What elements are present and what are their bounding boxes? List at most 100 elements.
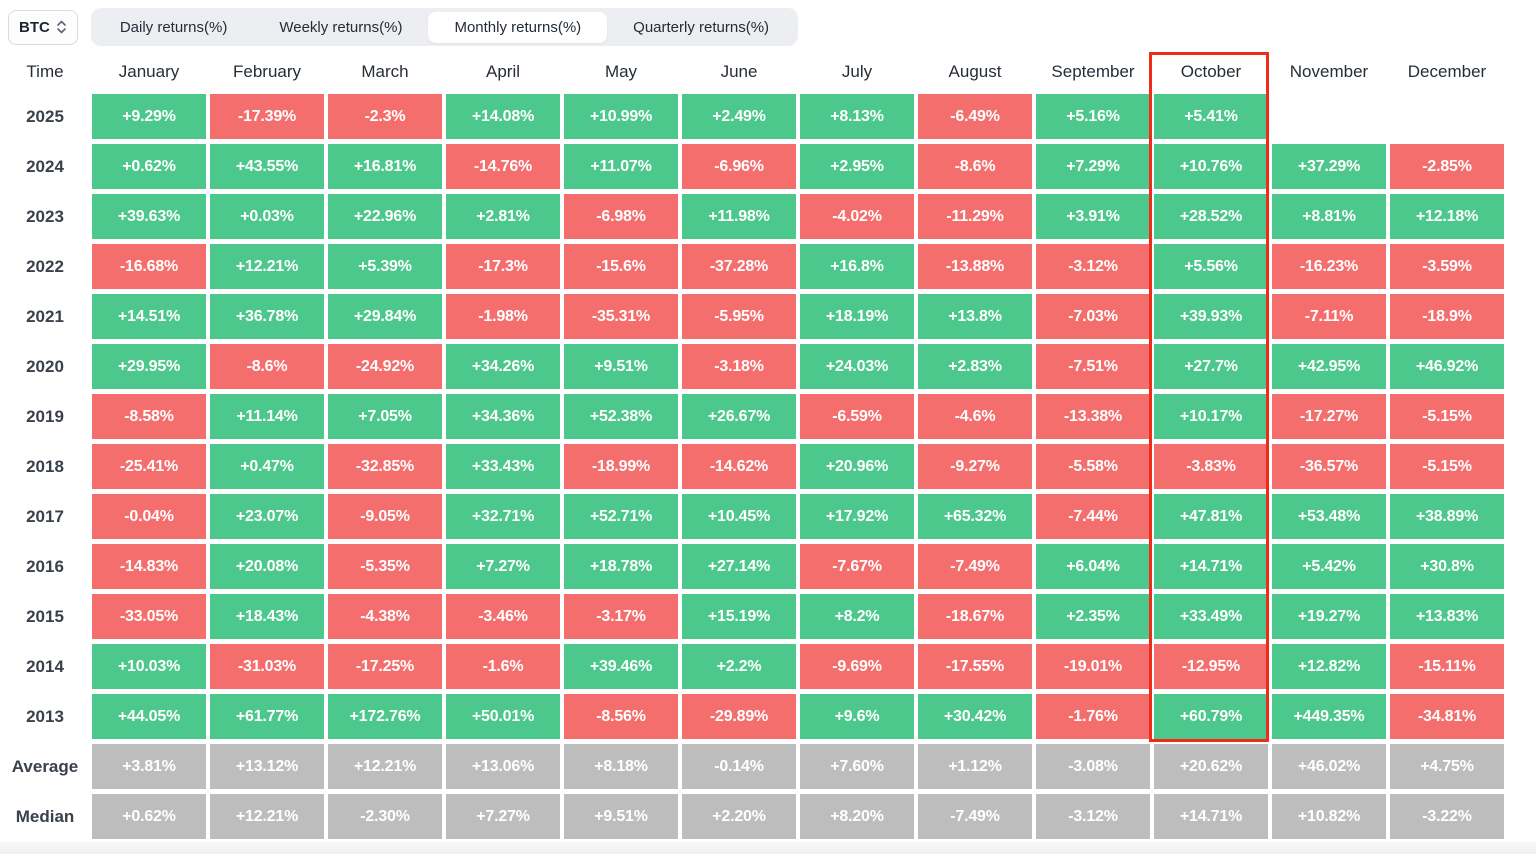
return-cell: +20.08% [210,544,324,589]
row-label: Median [15,806,75,826]
row-label: 2025 [26,106,64,126]
return-cell: -5.15% [1390,394,1504,439]
horizontal-scrollbar[interactable] [0,842,1536,854]
return-cell: +18.78% [564,544,678,589]
return-cell: -3.46% [446,594,560,639]
return-cell: +10.03% [92,644,206,689]
row-label: 2019 [26,406,64,426]
return-cell: +34.26% [446,344,560,389]
return-cell: +7.27% [446,794,560,839]
return-cell: +13.12% [210,744,324,789]
returns-table: Time January February March April May June July… [0,52,1536,839]
return-cell: +61.77% [210,694,324,739]
return-cell: -15.6% [564,244,678,289]
return-cell: +20.96% [800,444,914,489]
symbol-select[interactable]: BTC [8,9,78,45]
return-cell: +2.20% [682,794,796,839]
return-cell: +5.16% [1036,94,1150,139]
return-cell: -13.38% [1036,394,1150,439]
return-cell: +8.13% [800,94,914,139]
return-cell: +9.6% [800,694,914,739]
tab-quarterly[interactable]: Quarterly returns(%) [633,18,770,36]
return-cell: +0.62% [92,794,206,839]
tab-daily[interactable]: Daily returns(%) [119,18,228,36]
month-header-august: August [948,62,1002,81]
return-cell: +18.19% [800,294,914,339]
return-cell: +449.35% [1272,694,1386,739]
return-cell: -9.05% [328,494,442,539]
return-cell: -31.03% [210,644,324,689]
return-cell: +11.07% [564,144,678,189]
return-cell: +0.03% [210,194,324,239]
month-header-january: January [118,62,180,81]
return-cell: +8.18% [564,744,678,789]
return-cell: +14.51% [92,294,206,339]
return-cell: -3.12% [1036,794,1150,839]
return-cell: +39.46% [564,644,678,689]
return-cell: +4.75% [1390,744,1504,789]
month-header-november: November [1289,62,1369,81]
return-cell: -8.6% [210,344,324,389]
return-cell: -37.28% [682,244,796,289]
return-cell: +24.03% [800,344,914,389]
return-cell: +12.82% [1272,644,1386,689]
row-label: 2013 [26,706,64,726]
return-cell: +7.60% [800,744,914,789]
return-cell: -17.27% [1272,394,1386,439]
row-label: 2017 [26,506,64,526]
return-cell: +36.78% [210,294,324,339]
return-cell: +7.29% [1036,144,1150,189]
return-cell: -14.83% [92,544,206,589]
return-cell: -3.83% [1154,444,1268,489]
return-cell: -17.39% [210,94,324,139]
row-label: 2022 [26,256,64,276]
month-header-may: May [604,62,638,81]
return-cell: +39.93% [1154,294,1268,339]
returns-period-tabs: Daily returns(%) Weekly returns(%) Monthly… [90,8,799,46]
symbol-label: BTC [19,18,50,36]
return-cell: +26.67% [682,394,796,439]
return-cell: +44.05% [92,694,206,739]
return-cell: +11.14% [210,394,324,439]
return-cell: -16.23% [1272,244,1386,289]
return-cell: +19.27% [1272,594,1386,639]
return-cell: -17.3% [446,244,560,289]
return-cell: -1.76% [1036,694,1150,739]
return-cell: -7.51% [1036,344,1150,389]
return-cell: -2.30% [328,794,442,839]
tab-monthly[interactable]: Monthly returns(%) [428,11,608,43]
return-cell: -18.9% [1390,294,1504,339]
return-cell: -4.6% [918,394,1032,439]
month-header-march: March [361,62,409,81]
return-cell: -13.88% [918,244,1032,289]
return-cell: -3.08% [1036,744,1150,789]
return-cell: +5.39% [328,244,442,289]
return-cell: +12.18% [1390,194,1504,239]
return-cell: -2.85% [1390,144,1504,189]
month-header-february: February [232,62,302,81]
return-cell: +3.91% [1036,194,1150,239]
return-cell: +8.2% [800,594,914,639]
return-cell: +23.07% [210,494,324,539]
toolbar: BTC Daily returns(%) Weekly returns(%) Mon… [0,0,1536,46]
return-cell: +11.98% [682,194,796,239]
time-column-header: Time [26,62,64,81]
return-cell: -6.49% [918,94,1032,139]
return-cell: -16.68% [92,244,206,289]
return-cell: -5.15% [1390,444,1504,489]
month-header-june: June [720,62,758,81]
row-label: 2020 [26,356,64,376]
return-cell: +5.42% [1272,544,1386,589]
updown-chevron-icon [56,18,67,36]
return-cell: -19.01% [1036,644,1150,689]
return-cell: +10.17% [1154,394,1268,439]
return-cell: -7.11% [1272,294,1386,339]
return-cell: -5.58% [1036,444,1150,489]
return-cell: +42.95% [1272,344,1386,389]
return-cell: -8.58% [92,394,206,439]
return-cell: +20.62% [1154,744,1268,789]
return-cell: -5.35% [328,544,442,589]
tab-weekly[interactable]: Weekly returns(%) [279,18,403,36]
row-label: 2014 [26,656,64,676]
return-cell: -33.05% [92,594,206,639]
